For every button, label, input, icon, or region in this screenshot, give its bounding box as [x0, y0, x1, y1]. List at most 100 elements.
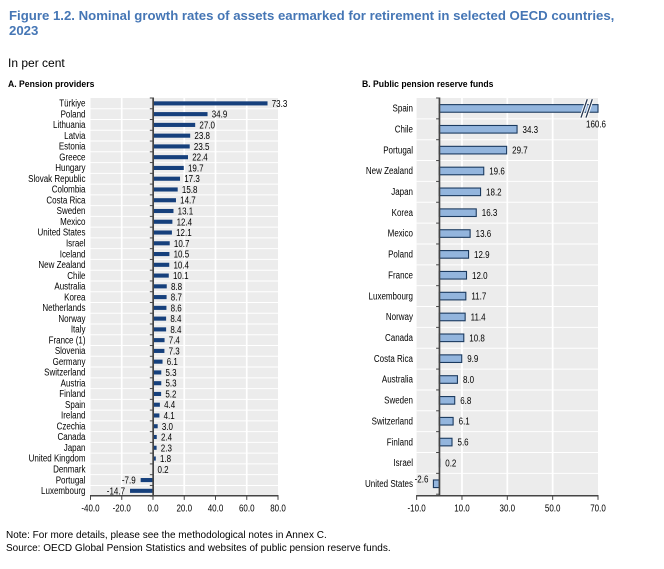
svg-text:-40.0: -40.0: [81, 504, 100, 515]
svg-text:12.1: 12.1: [176, 228, 192, 239]
svg-text:10.5: 10.5: [174, 250, 190, 261]
svg-text:3.0: 3.0: [162, 422, 174, 433]
svg-text:6.1: 6.1: [167, 357, 178, 368]
svg-text:0.2: 0.2: [158, 465, 169, 476]
svg-text:Poland: Poland: [388, 250, 413, 261]
svg-text:Spain: Spain: [65, 400, 85, 411]
svg-text:6.8: 6.8: [460, 396, 471, 407]
svg-text:Australia: Australia: [382, 375, 414, 386]
svg-text:0.0: 0.0: [147, 504, 159, 515]
svg-text:34.3: 34.3: [523, 125, 539, 136]
svg-text:Netherlands: Netherlands: [42, 303, 85, 314]
svg-text:Korea: Korea: [64, 292, 86, 303]
svg-text:2.4: 2.4: [161, 433, 173, 444]
svg-text:Denmark: Denmark: [53, 464, 86, 475]
svg-text:15.8: 15.8: [182, 185, 198, 196]
svg-text:Portugal: Portugal: [56, 475, 86, 486]
svg-text:-7.9: -7.9: [122, 476, 136, 487]
svg-text:12.4: 12.4: [177, 217, 193, 228]
svg-text:11.7: 11.7: [471, 292, 486, 303]
svg-text:Finland: Finland: [59, 389, 85, 400]
svg-text:Canada: Canada: [57, 432, 85, 443]
svg-text:23.5: 23.5: [194, 142, 210, 153]
svg-text:Mexico: Mexico: [60, 217, 86, 228]
svg-text:Lithuania: Lithuania: [53, 120, 86, 131]
svg-text:Austria: Austria: [61, 378, 86, 389]
svg-text:80.0: 80.0: [270, 504, 286, 515]
svg-text:5.6: 5.6: [458, 438, 469, 449]
svg-text:Portugal: Portugal: [383, 145, 413, 156]
svg-text:Colombia: Colombia: [52, 185, 86, 196]
svg-text:Israel: Israel: [66, 238, 86, 249]
svg-text:19.6: 19.6: [489, 166, 505, 177]
svg-text:United Kingdom: United Kingdom: [29, 454, 86, 465]
svg-text:New Zealand: New Zealand: [366, 166, 413, 177]
svg-text:Costa Rica: Costa Rica: [46, 195, 86, 206]
svg-text:18.2: 18.2: [486, 187, 502, 198]
svg-text:France (1): France (1): [49, 335, 86, 346]
svg-text:5.2: 5.2: [165, 389, 176, 400]
svg-text:5.3: 5.3: [165, 368, 176, 379]
svg-text:1.8: 1.8: [160, 454, 171, 465]
svg-text:Slovenia: Slovenia: [55, 346, 86, 357]
svg-text:Luxembourg: Luxembourg: [369, 291, 413, 302]
svg-text:10.8: 10.8: [469, 333, 485, 344]
svg-text:Poland: Poland: [61, 109, 86, 120]
svg-text:2.3: 2.3: [161, 443, 172, 454]
svg-text:Norway: Norway: [58, 314, 85, 325]
svg-text:20.0: 20.0: [176, 504, 192, 515]
svg-text:9.9: 9.9: [467, 354, 478, 365]
svg-text:Mexico: Mexico: [388, 229, 414, 240]
svg-text:-14.7: -14.7: [107, 486, 125, 497]
svg-text:Japan: Japan: [391, 187, 413, 198]
svg-text:11.4: 11.4: [471, 312, 486, 323]
svg-text:Czechia: Czechia: [57, 421, 86, 432]
svg-text:United States: United States: [365, 479, 413, 490]
svg-text:France: France: [388, 270, 413, 281]
svg-text:Norway: Norway: [386, 312, 413, 323]
svg-text:34.9: 34.9: [212, 110, 228, 121]
svg-text:Hungary: Hungary: [55, 163, 85, 174]
svg-text:22.4: 22.4: [192, 153, 208, 164]
svg-text:Greece: Greece: [59, 152, 85, 163]
svg-text:160.6: 160.6: [586, 120, 606, 131]
svg-text:23.8: 23.8: [194, 131, 210, 142]
svg-text:30.0: 30.0: [500, 504, 516, 515]
svg-text:8.4: 8.4: [170, 325, 182, 336]
svg-text:Chile: Chile: [395, 124, 413, 135]
svg-text:Switzerland: Switzerland: [372, 416, 413, 427]
svg-text:8.4: 8.4: [170, 314, 182, 325]
svg-text:8.7: 8.7: [171, 293, 182, 304]
svg-text:5.3: 5.3: [165, 379, 176, 390]
svg-text:12.9: 12.9: [474, 250, 490, 261]
svg-text:10.7: 10.7: [174, 239, 190, 250]
svg-text:12.0: 12.0: [472, 271, 488, 282]
svg-text:8.8: 8.8: [171, 282, 182, 293]
svg-text:8.6: 8.6: [171, 303, 182, 314]
svg-text:Japan: Japan: [64, 443, 86, 454]
svg-text:United States: United States: [38, 228, 86, 239]
svg-text:New Zealand: New Zealand: [38, 260, 85, 271]
svg-text:13.1: 13.1: [178, 207, 194, 218]
svg-text:50.0: 50.0: [545, 504, 561, 515]
svg-text:19.7: 19.7: [188, 163, 204, 174]
svg-text:Iceland: Iceland: [60, 249, 86, 260]
svg-text:Sweden: Sweden: [384, 396, 413, 407]
svg-text:4.1: 4.1: [164, 411, 175, 422]
svg-text:Luxembourg: Luxembourg: [41, 486, 85, 497]
svg-text:-2.6: -2.6: [415, 475, 429, 486]
svg-text:Switzerland: Switzerland: [44, 368, 85, 379]
svg-text:4.4: 4.4: [164, 400, 176, 411]
svg-text:6.1: 6.1: [459, 417, 470, 428]
svg-text:Chile: Chile: [67, 271, 85, 282]
svg-text:0.2: 0.2: [445, 458, 456, 469]
svg-text:Australia: Australia: [54, 282, 86, 293]
svg-text:7.4: 7.4: [169, 336, 181, 347]
svg-text:Latvia: Latvia: [64, 131, 86, 142]
svg-text:-20.0: -20.0: [113, 504, 132, 515]
svg-text:Italy: Italy: [71, 325, 86, 336]
svg-text:29.7: 29.7: [512, 146, 528, 157]
svg-text:10.4: 10.4: [173, 260, 189, 271]
svg-text:7.3: 7.3: [169, 346, 180, 357]
svg-text:Korea: Korea: [392, 208, 414, 219]
